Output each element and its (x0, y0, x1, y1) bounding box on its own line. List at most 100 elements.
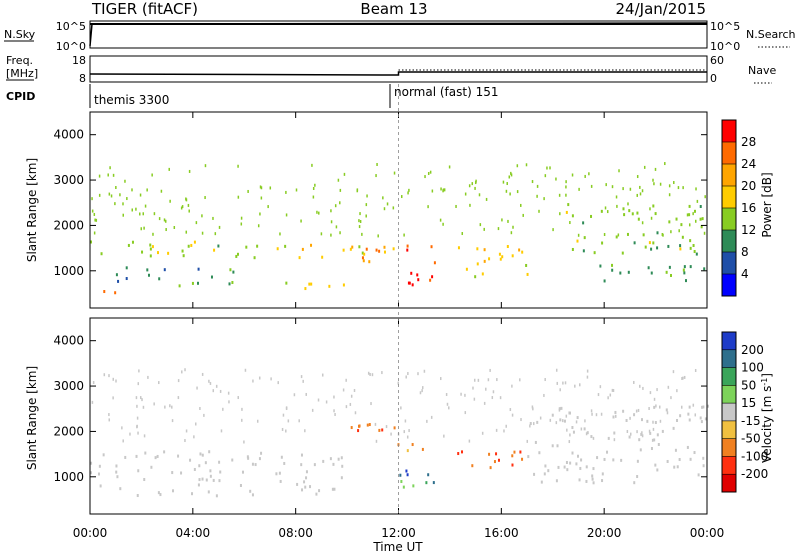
data-cell (481, 272, 484, 276)
ytick-label: 4000 (53, 128, 84, 142)
data-cell (650, 216, 653, 220)
data-cell (664, 162, 666, 166)
freq-tick-top: 18 (72, 54, 86, 67)
data-cell (156, 251, 159, 255)
data-cell (651, 438, 654, 442)
data-cell (199, 407, 201, 411)
data-cell (313, 463, 316, 467)
data-cell (149, 243, 152, 247)
data-cell (543, 197, 545, 201)
data-cell (439, 218, 442, 222)
data-cell (529, 422, 532, 426)
data-cell (209, 469, 212, 473)
data-cell (339, 188, 342, 192)
data-cell (259, 185, 262, 189)
data-cell (576, 416, 579, 420)
data-cell (350, 426, 353, 430)
data-cell (219, 389, 222, 393)
data-cell (549, 166, 551, 170)
data-cell (562, 419, 564, 423)
data-cell (511, 384, 513, 388)
data-cell (620, 458, 623, 462)
data-cell (94, 218, 96, 222)
data-cell (591, 474, 594, 478)
data-cell (472, 386, 474, 390)
data-cell (154, 456, 157, 460)
data-cell (361, 232, 363, 236)
data-cell (375, 248, 378, 252)
data-cell (674, 448, 677, 452)
data-cell (615, 414, 617, 418)
data-cell (571, 247, 574, 251)
data-cell (689, 246, 692, 250)
data-cell (204, 164, 207, 168)
data-cell (654, 212, 657, 216)
power-yticks: 4000 3000 2000 1000 (53, 128, 707, 278)
data-cell (340, 456, 343, 460)
data-cell (639, 384, 641, 388)
data-cell (582, 221, 585, 225)
data-cell (650, 247, 653, 251)
data-cell (606, 450, 609, 454)
data-cell (694, 368, 697, 372)
data-cell (419, 391, 422, 395)
data-cell (508, 175, 511, 179)
data-cell (583, 427, 586, 431)
data-cell (99, 484, 102, 488)
data-cell (217, 244, 220, 248)
data-cell (270, 377, 272, 381)
data-cell (495, 428, 498, 432)
data-cell (142, 212, 145, 216)
data-cell (596, 456, 599, 460)
data-cell (615, 195, 618, 199)
data-cell (673, 465, 676, 469)
data-cell (237, 396, 239, 400)
data-cell (201, 214, 203, 218)
data-cell (422, 386, 424, 390)
data-cell (228, 400, 230, 404)
nsearch-tick-top: 10^5 (710, 20, 740, 33)
ytick-label: 2000 (53, 218, 84, 232)
data-cell (91, 197, 93, 201)
data-cell (448, 165, 451, 169)
data-cell (181, 249, 184, 253)
data-cell (566, 468, 569, 472)
data-cell (686, 213, 689, 217)
data-cell (549, 418, 552, 422)
data-cell (184, 439, 186, 443)
data-cell (681, 235, 684, 239)
power-colorbar: 28 24 20 16 12 8 4 (721, 119, 756, 297)
data-cell (643, 165, 646, 169)
cbar-label: 50 (741, 378, 756, 392)
data-cell (151, 245, 154, 249)
data-cell (629, 416, 631, 420)
data-cell (469, 203, 471, 207)
data-cell (693, 250, 696, 254)
data-cell (653, 397, 656, 401)
data-cell (659, 419, 662, 423)
data-cell (526, 272, 529, 276)
data-cell (141, 398, 143, 402)
data-cell (481, 431, 484, 435)
data-cell (177, 396, 180, 400)
data-cell (569, 433, 571, 437)
data-cell (571, 451, 574, 455)
cbar-label: 28 (741, 135, 756, 149)
data-cell (102, 453, 105, 457)
data-cell (358, 225, 361, 229)
data-cell (383, 245, 386, 249)
data-cell (149, 247, 152, 251)
data-cell (623, 213, 626, 217)
data-cell (476, 262, 479, 266)
data-cell (525, 163, 528, 167)
data-cell (277, 381, 279, 385)
data-cell (431, 189, 434, 193)
data-cell (357, 429, 360, 433)
data-cell (534, 440, 537, 444)
data-cell (676, 418, 679, 422)
data-cell (196, 281, 199, 285)
data-cell (375, 439, 378, 443)
data-cell (543, 393, 545, 397)
data-cell (569, 411, 572, 415)
